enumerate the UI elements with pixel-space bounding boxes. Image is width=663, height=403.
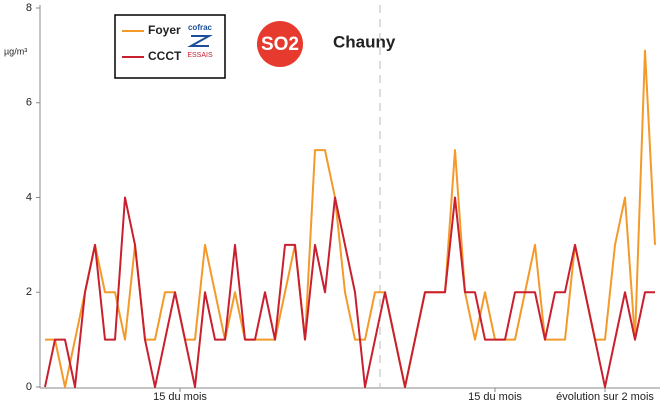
y-tick-label: 4 [26,191,32,203]
logo-icon [187,35,213,47]
series-line [45,49,656,388]
legend-label: Foyer [148,23,181,37]
badge-text: SO2 [261,34,299,55]
series-line [44,196,655,388]
x-tick-label: évolution sur 2 mois [556,391,654,403]
y-tick-label: 8 [26,2,32,14]
logo-text: cofrac [188,23,213,32]
y-tick-label: 0 [26,381,32,393]
chart-title: Chauny [333,32,396,51]
y-tick-label: 6 [26,97,32,109]
legend-label: CCCT [148,49,182,63]
y-axis-label: µg/m³ [4,46,27,56]
x-tick-label: 15 du mois [153,391,207,403]
x-tick-label: 15 du mois [468,391,522,403]
logo-text: ESSAIS [187,52,213,59]
badge [257,21,303,67]
y-tick-label: 2 [26,286,32,298]
